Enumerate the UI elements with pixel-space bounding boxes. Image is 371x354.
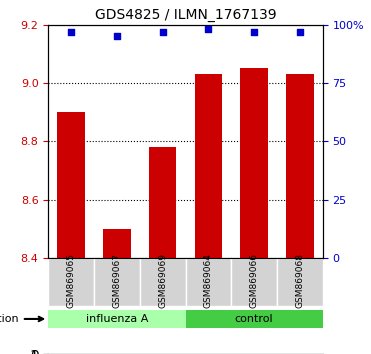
Text: GSM869069: GSM869069 (158, 253, 167, 308)
Point (114, 34, 120, 39)
Bar (58, 112, 85, 258)
Point (160, 29, 165, 35)
Text: GSM869065: GSM869065 (67, 253, 76, 308)
Point (251, 29, 257, 35)
FancyBboxPatch shape (231, 258, 277, 306)
FancyBboxPatch shape (140, 258, 186, 306)
Point (68, 29, 74, 35)
Text: influenza A: influenza A (86, 314, 148, 324)
Bar (149, 147, 176, 258)
Title: GDS4825 / ILMN_1767139: GDS4825 / ILMN_1767139 (95, 8, 276, 22)
Point (297, 29, 303, 35)
FancyBboxPatch shape (186, 258, 231, 306)
Text: GSM869064: GSM869064 (204, 253, 213, 308)
Point (206, 27, 211, 32)
Bar (195, 74, 222, 258)
Text: infection: infection (0, 314, 43, 324)
FancyBboxPatch shape (94, 258, 140, 306)
Bar (103, 229, 131, 258)
Bar (286, 74, 313, 258)
Text: GSM869068: GSM869068 (295, 253, 304, 308)
FancyBboxPatch shape (48, 310, 186, 328)
FancyBboxPatch shape (186, 310, 323, 328)
Text: GSM869067: GSM869067 (112, 253, 121, 308)
Bar (240, 68, 268, 258)
FancyBboxPatch shape (277, 258, 323, 306)
FancyBboxPatch shape (48, 258, 94, 306)
Text: control: control (235, 314, 273, 324)
Text: GSM869066: GSM869066 (250, 253, 259, 308)
